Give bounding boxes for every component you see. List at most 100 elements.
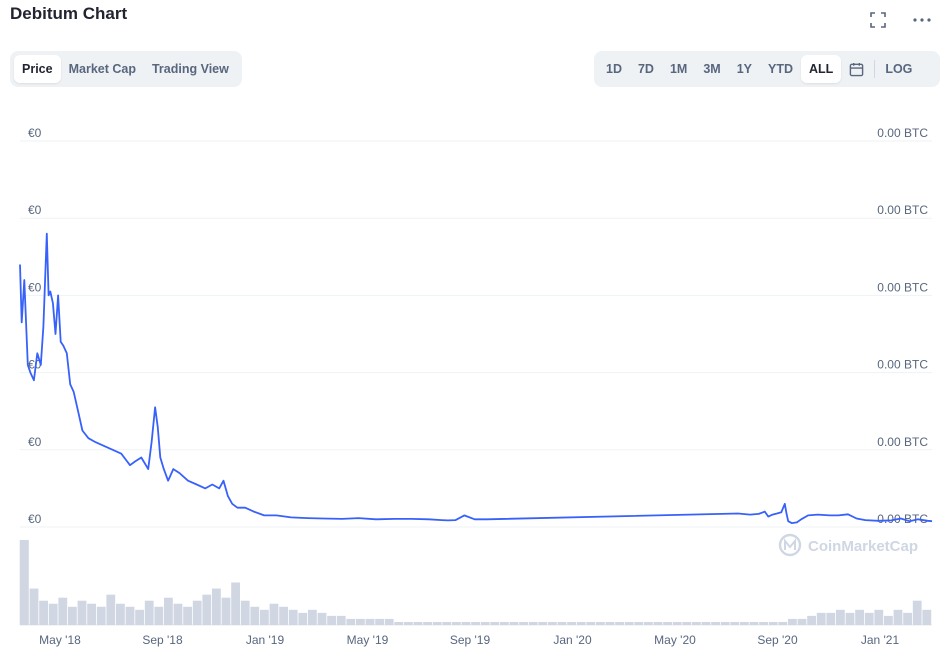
volume-bars: [20, 540, 932, 625]
y-left-tick-label: €0: [28, 280, 42, 294]
volume-bar: [106, 594, 116, 625]
x-tick-label: Sep '19: [450, 633, 491, 647]
volume-bar: [480, 621, 490, 625]
range-1y[interactable]: 1Y: [736, 62, 753, 76]
volume-bar: [375, 618, 384, 625]
range-7d[interactable]: 7D: [637, 62, 654, 76]
x-tick-label: Jan '21: [861, 633, 900, 647]
volume-bar: [298, 612, 308, 625]
volume-bar: [663, 621, 672, 625]
volume-bar: [855, 609, 864, 625]
volume-bar: [922, 609, 932, 625]
volume-bar: [212, 588, 221, 625]
volume-bar: [605, 621, 615, 625]
y-left-tick-label: €0: [28, 203, 42, 217]
tab-price[interactable]: Price: [14, 55, 61, 83]
x-tick-label: May '20: [654, 633, 696, 647]
volume-bar: [144, 600, 154, 625]
volume-bar: [432, 621, 442, 625]
volume-bar: [500, 621, 509, 625]
more-icon[interactable]: [912, 10, 932, 30]
volume-bar: [749, 621, 759, 625]
price-line: [19, 232, 933, 524]
volume-bar: [240, 600, 250, 625]
volume-bar: [682, 621, 692, 625]
x-axis-labels: May '18 Sep '18 Jan '19 May '19 Sep '19 Jan '…: [39, 633, 899, 647]
tab-trading-view[interactable]: Trading View: [151, 62, 229, 76]
volume-bar: [634, 621, 644, 625]
volume-bar: [231, 582, 240, 625]
volume-bar: [893, 609, 903, 625]
x-tick-label: Sep '18: [142, 633, 183, 647]
volume-bar: [884, 615, 893, 625]
volume-bar: [768, 621, 778, 625]
volume-bar: [730, 621, 740, 625]
chart-title: Debitum Chart: [10, 4, 128, 23]
volume-bar: [442, 621, 452, 625]
volume-bar: [404, 621, 413, 625]
volume-bar: [644, 621, 653, 625]
y-right-tick-label: 0.00 BTC: [877, 358, 928, 372]
volume-bar: [903, 612, 912, 625]
y-left-tick-label: €0: [28, 126, 42, 140]
volume-bar: [836, 609, 845, 625]
volume-bar: [365, 618, 375, 625]
volume-bar: [509, 621, 519, 625]
time-range-tabs: 1D 7D 1M 3M 1Y YTD ALL LOG: [594, 51, 940, 87]
y-axis-left-labels: €0 €0 €0 €0 €0 €0: [28, 126, 42, 526]
volume-bar: [826, 612, 836, 625]
volume-bar: [183, 606, 192, 625]
volume-bar: [624, 621, 634, 625]
y-right-tick-label: 0.00 BTC: [877, 203, 928, 217]
volume-bar: [864, 612, 874, 625]
header-icons: [868, 10, 932, 30]
volume-bar: [778, 621, 788, 625]
segment-divider: [874, 60, 876, 78]
volume-bar: [164, 597, 173, 625]
range-1d[interactable]: 1D: [606, 62, 622, 76]
volume-bar: [548, 621, 557, 625]
y-right-tick-label: 0.00 BTC: [877, 435, 928, 449]
volume-bar: [356, 618, 365, 625]
volume-bar: [461, 621, 471, 625]
fullscreen-icon[interactable]: [868, 10, 888, 30]
volume-bar: [576, 621, 586, 625]
volume-bar: [250, 606, 260, 625]
range-3m[interactable]: 3M: [703, 62, 721, 76]
volume-bar: [519, 621, 528, 625]
y-left-tick-label: €0: [28, 358, 42, 372]
volume-bar: [672, 621, 682, 625]
log-toggle[interactable]: LOG: [885, 62, 913, 76]
volume-bar: [48, 603, 58, 625]
volume-bar: [20, 540, 29, 625]
volume-bar: [384, 618, 394, 625]
volume-bar: [490, 621, 500, 625]
volume-bar: [701, 621, 711, 625]
volume-bar: [538, 621, 548, 625]
volume-bar: [845, 612, 855, 625]
volume-bar: [96, 606, 106, 625]
range-1m[interactable]: 1M: [669, 62, 688, 76]
volume-bar: [58, 597, 68, 625]
volume-bar: [557, 621, 567, 625]
tab-market-cap[interactable]: Market Cap: [68, 62, 136, 76]
volume-bar: [173, 603, 183, 625]
volume-bar: [125, 606, 135, 625]
volume-bar: [260, 609, 269, 625]
volume-bar: [279, 606, 288, 625]
volume-bar: [807, 615, 816, 625]
range-all[interactable]: ALL: [801, 55, 842, 83]
volume-bar: [288, 609, 298, 625]
y-left-tick-label: €0: [28, 512, 42, 526]
range-ytd[interactable]: YTD: [768, 62, 794, 76]
y-right-tick-label: 0.00 BTC: [877, 126, 928, 140]
volume-bar: [740, 621, 749, 625]
calendar-button[interactable]: [841, 55, 872, 83]
volume-bar: [567, 621, 576, 625]
volume-bar: [413, 621, 423, 625]
x-tick-label: Sep '20: [757, 633, 798, 647]
volume-bar: [471, 621, 480, 625]
volume-bar: [68, 606, 77, 625]
y-axis-right-labels: 0.00 BTC 0.00 BTC 0.00 BTC 0.00 BTC 0.00 BTC…: [877, 126, 928, 526]
